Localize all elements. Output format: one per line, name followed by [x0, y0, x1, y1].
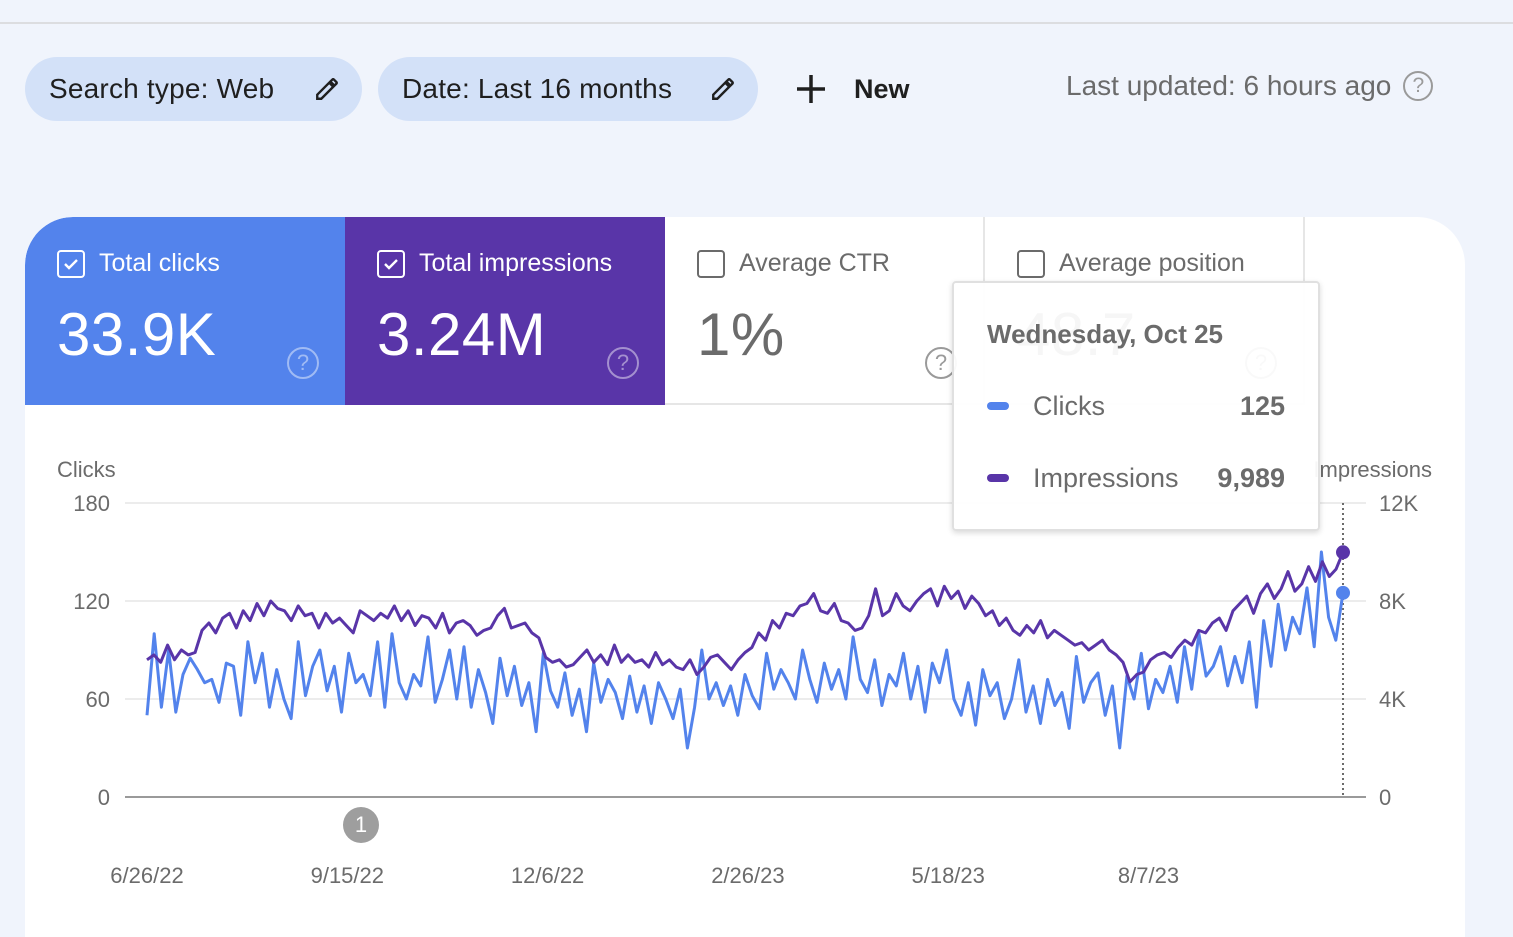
metric-average-ctr[interactable]: Average CTR 1% ?	[665, 217, 985, 405]
metric-label: Total clicks	[99, 249, 220, 277]
metric-total-clicks[interactable]: Total clicks 33.9K ?	[25, 217, 345, 405]
metric-value: 1%	[697, 301, 785, 368]
new-filter-label: New	[854, 73, 910, 104]
new-filter-button[interactable]: New	[794, 66, 910, 112]
last-updated-status: Last updated: 6 hours ago ?	[1066, 70, 1434, 102]
date-filter-chip[interactable]: Date: Last 16 months	[378, 57, 758, 121]
chart-tooltip: Wednesday, Oct 25 Clicks 125 Impressions…	[952, 281, 1320, 531]
search-type-filter-chip[interactable]: Search type: Web	[25, 57, 362, 121]
edit-pencil-icon	[316, 78, 338, 100]
tooltip-row-impressions: Impressions 9,989	[987, 461, 1285, 495]
metric-total-impressions[interactable]: Total impressions 3.24M ?	[345, 217, 665, 405]
edit-pencil-icon	[712, 78, 734, 100]
metric-label: Average CTR	[739, 249, 890, 277]
clicks-legend-swatch	[987, 402, 1009, 410]
tooltip-series-value: 9,989	[1217, 462, 1285, 493]
checkbox-unchecked-icon[interactable]	[1017, 249, 1045, 278]
impressions-legend-swatch	[987, 474, 1009, 482]
header-divider	[0, 22, 1513, 24]
tooltip-row-clicks: Clicks 125	[987, 389, 1285, 423]
annotation-marker[interactable]: 1	[343, 807, 379, 843]
metric-value: 33.9K	[57, 301, 217, 368]
date-filter-label: Date: Last 16 months	[402, 73, 673, 104]
metric-label: Total impressions	[419, 249, 613, 277]
checkbox-unchecked-icon[interactable]	[697, 249, 725, 278]
last-updated-text: Last updated: 6 hours ago	[1066, 70, 1392, 101]
help-icon[interactable]: ?	[607, 347, 639, 379]
checkbox-checked-icon[interactable]	[57, 249, 85, 278]
help-icon[interactable]: ?	[287, 347, 319, 379]
tooltip-series-name: Impressions	[1033, 462, 1179, 493]
help-icon[interactable]: ?	[1403, 71, 1434, 101]
tooltip-series-value: 125	[1239, 390, 1285, 421]
search-type-filter-label: Search type: Web	[49, 73, 275, 104]
plus-icon	[797, 75, 825, 103]
tooltip-date: Wednesday, Oct 25	[987, 319, 1224, 349]
tooltip-series-name: Clicks	[1033, 390, 1105, 421]
checkbox-checked-icon[interactable]	[377, 249, 405, 278]
metric-value: 3.24M	[377, 301, 547, 368]
metric-label: Average position	[1059, 249, 1245, 277]
